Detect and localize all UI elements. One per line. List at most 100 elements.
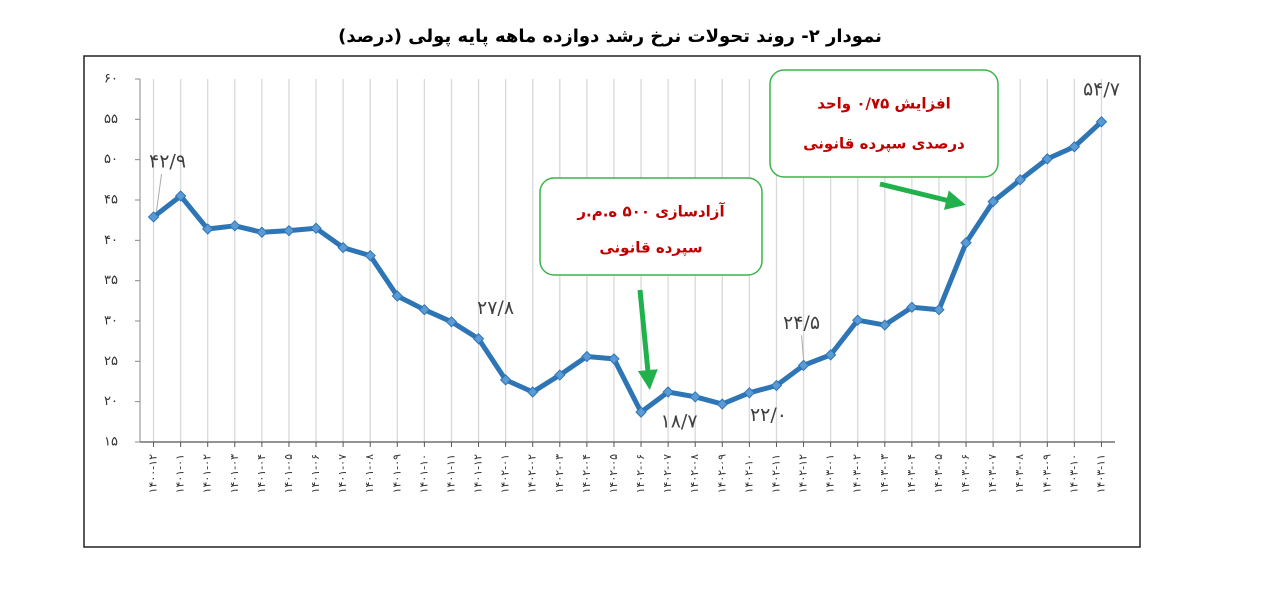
y-tick-label: ۴۵: [104, 193, 118, 208]
y-tick-label: ۲۰: [104, 394, 118, 409]
annotation-text: درصدی سپرده قانونی: [803, 135, 965, 154]
data-point: [256, 226, 268, 238]
x-tick-label: ۱۴۰۲-۰۵: [607, 454, 620, 494]
x-tick-label: ۱۴۰۳-۱۱: [1094, 454, 1107, 493]
data-point: [283, 224, 295, 237]
data-label: ۲۴/۵: [783, 312, 820, 334]
x-tick-label: ۱۴۰۲-۰۳: [553, 454, 566, 494]
data-point: [689, 391, 701, 403]
data-point: [1068, 141, 1081, 153]
data-label: ۴۲/۹: [149, 150, 186, 172]
data-point: [229, 220, 241, 232]
data-point: [472, 333, 485, 345]
x-tick-label: ۱۴۰۲-۱۱: [769, 454, 782, 493]
x-tick-label: ۱۴۰۳-۰۱: [824, 454, 837, 493]
annotation-arrow: [879, 181, 966, 210]
data-label: ۲۲/۰: [750, 404, 787, 426]
x-tick-label: ۱۴۰۱-۰۱: [174, 454, 187, 493]
data-point: [879, 319, 891, 331]
plot: ۴۲/۹ ۲۷/۸ ۱۸/۷ ۲۲/۰ ۲۴/۵ ۵۴/۷: [147, 78, 1120, 433]
leader-line: [801, 335, 805, 360]
x-tick-label: ۱۴۰۱-۰۴: [255, 454, 268, 494]
data-label: ۱۸/۷: [661, 411, 698, 433]
x-tick-label: ۱۴۰۲-۰۲: [526, 454, 539, 494]
y-tick-label: ۶۰: [104, 72, 118, 87]
chart-title: نمودار ۲- روند تحولات نرخ رشد دوازده ماه…: [338, 26, 882, 47]
data-point: [797, 359, 810, 372]
x-tick-label: ۱۴۰۱-۱۲: [472, 454, 485, 494]
annotation-box: [769, 69, 999, 178]
data-point: [174, 190, 187, 202]
data-point: [716, 398, 728, 410]
annotation-text: آزادسازی ۵۰۰ ه.م.ر: [576, 203, 725, 221]
x-tick-label: ۱۴۰۲-۰۹: [715, 454, 728, 494]
data-point: [635, 406, 647, 418]
x-tick-label: ۱۴۰۰-۱۲: [147, 454, 160, 494]
x-tick-label: ۱۴۰۳-۰۳: [878, 454, 891, 494]
x-tick-label: ۱۴۰۳-۰۲: [851, 454, 864, 494]
grid: ۱۵ ۲۰ ۲۵ ۳۰ ۳۵ ۴۰ ۴۵ ۵۰ ۵۵ ۶۰ ۱۴۰۰-۱۲ ۱۴۰۱-۰۱ ۱۴۰۱-۰…: [104, 72, 1115, 494]
annotation-box: [539, 177, 763, 276]
data-point: [852, 314, 864, 326]
x-tick-label: ۱۴۰۲-۰۷: [661, 454, 674, 494]
data-point: [147, 211, 160, 223]
chart-frame: [83, 55, 1141, 548]
data-point: [554, 369, 566, 381]
data-point: [337, 241, 349, 254]
x-tick-label: ۱۴۰۱-۱۱: [444, 454, 457, 493]
annotation-arrow: [637, 289, 658, 390]
x-tick-label: ۱۴۰۲-۰۸: [688, 454, 701, 494]
data-point: [445, 316, 458, 328]
x-tick-label: ۱۴۰۲-۰۱: [499, 454, 512, 493]
x-tick-label: ۱۴۰۱-۰۵: [282, 454, 295, 494]
x-tick-label: ۱۴۰۳-۰۴: [905, 454, 918, 494]
data-label: ۵۴/۷: [1083, 78, 1120, 100]
x-tick-label: ۱۴۰۱-۰۲: [201, 454, 214, 494]
y-tick-label: ۳۵: [104, 273, 118, 288]
x-tick-label: ۱۴۰۲-۱۰: [742, 454, 755, 493]
x-tick-label: ۱۴۰۳-۰۷: [986, 454, 999, 494]
x-tick-label: ۱۴۰۱-۰۷: [336, 454, 349, 494]
x-tick-label: ۱۴۰۲-۱۲: [797, 454, 810, 494]
data-point: [202, 223, 214, 235]
x-tick-label: ۱۴۰۳-۰۸: [1013, 454, 1026, 494]
y-tick-label: ۵۵: [104, 112, 118, 127]
data-point: [770, 379, 783, 392]
data-point: [743, 387, 756, 399]
x-tick-label: ۱۴۰۱-۱۰: [417, 454, 430, 493]
y-tick-label: ۴۰: [104, 233, 118, 248]
data-point: [960, 237, 972, 249]
y-tick-label: ۵۰: [104, 152, 118, 167]
x-tick-label: ۱۴۰۱-۰۹: [390, 454, 403, 494]
x-tick-label: ۱۴۰۳-۰۶: [959, 454, 972, 493]
data-point: [906, 301, 918, 313]
data-point: [662, 386, 674, 398]
data-point: [1014, 174, 1026, 186]
data-point: [499, 374, 512, 386]
data-label: ۲۷/۸: [477, 297, 514, 319]
x-tick-label: ۱۴۰۱-۰۸: [363, 454, 376, 494]
annotation-text: افزایش ۰/۷۵ واحد: [817, 95, 951, 113]
data-point: [391, 290, 403, 302]
data-point: [364, 249, 376, 262]
annotation-text: سپرده قانونی: [599, 239, 702, 258]
x-tick-label: ۱۴۰۲-۰۶: [634, 454, 647, 493]
x-tick-label: ۱۴۰۳-۱۰: [1067, 454, 1080, 493]
data-point: [310, 222, 322, 234]
x-tick-label: ۱۴۰۱-۰۶: [309, 454, 322, 493]
data-point: [608, 353, 620, 365]
y-tick-label: ۳۰: [104, 314, 118, 329]
data-point: [581, 350, 593, 363]
x-tick-label: ۱۴۰۱-۰۳: [228, 454, 241, 494]
data-point: [1041, 153, 1053, 165]
data-point: [1095, 116, 1108, 128]
x-tick-label: ۱۴۰۲-۰۴: [580, 454, 593, 494]
x-tick-label: ۱۴۰۳-۰۵: [932, 454, 945, 494]
data-point: [933, 303, 945, 316]
data-point: [987, 195, 999, 208]
data-point: [418, 303, 431, 316]
x-tick-label: ۱۴۰۳-۰۹: [1040, 454, 1053, 494]
leader-line: [156, 173, 163, 212]
y-tick-label: ۱۵: [104, 435, 118, 450]
